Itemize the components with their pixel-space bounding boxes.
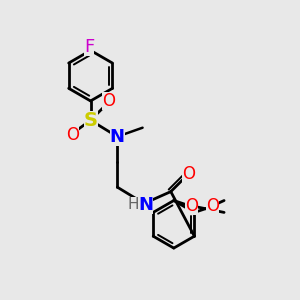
Text: H: H xyxy=(128,197,140,212)
Text: O: O xyxy=(182,165,195,183)
Text: O: O xyxy=(66,126,79,144)
Text: O: O xyxy=(206,197,219,215)
Text: S: S xyxy=(84,111,98,130)
Text: O: O xyxy=(102,92,115,110)
Text: O: O xyxy=(185,197,198,215)
Text: N: N xyxy=(110,128,125,146)
Text: F: F xyxy=(84,38,94,56)
Text: N: N xyxy=(138,196,153,214)
